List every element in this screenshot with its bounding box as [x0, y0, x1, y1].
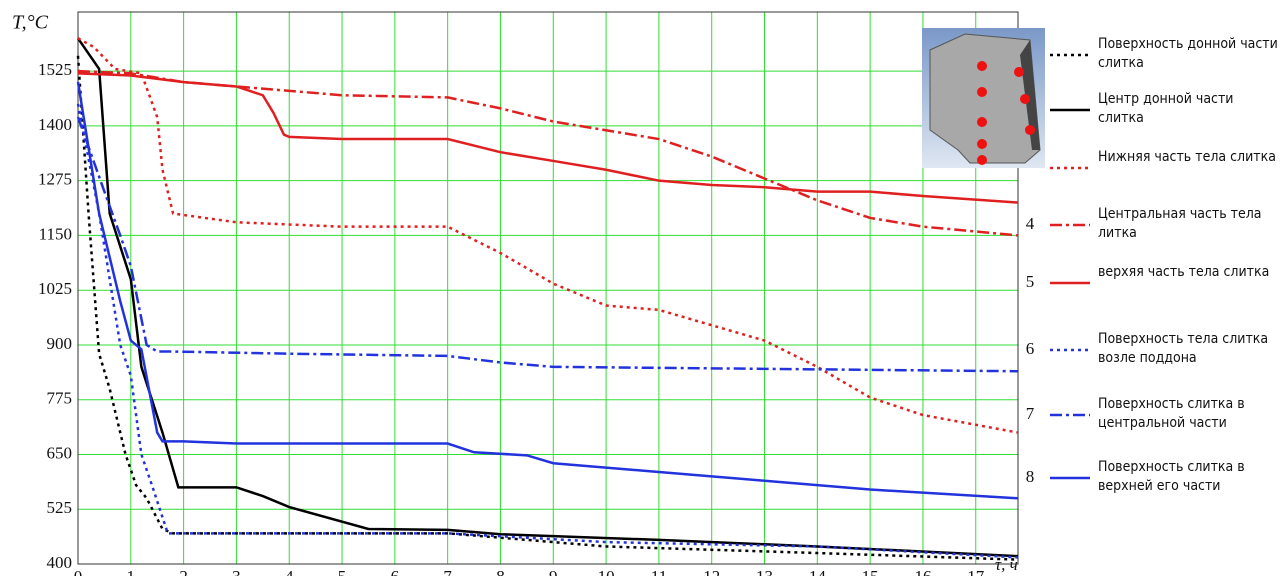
x-tick-label: 8 [496, 567, 505, 576]
x-tick-label: 5 [338, 567, 347, 576]
y-tick-label: 525 [47, 498, 73, 517]
y-tick-label: 900 [47, 334, 73, 353]
y-axis-label: T,°C [12, 12, 49, 34]
y-tick-label: 1400 [38, 115, 72, 134]
x-tick-label: 6 [391, 567, 400, 576]
inset [922, 28, 1045, 168]
series-line [78, 56, 1018, 560]
series-line [78, 38, 1018, 556]
legend-number: 7 [1026, 404, 1035, 423]
x-tick-label: 17 [967, 567, 985, 576]
y-tick-label: 1025 [38, 279, 72, 298]
x-tick-label: 14 [809, 567, 827, 576]
x-tick-label: 9 [549, 567, 558, 576]
x-tick-label: 11 [651, 567, 667, 576]
x-tick-label: 13 [756, 567, 773, 576]
series-line [78, 71, 1018, 235]
x-tick-label: 1 [127, 567, 136, 576]
series-line [78, 73, 1018, 202]
legend-label: Поверхность слитка в верхней его части [1098, 458, 1280, 496]
x-tick-label: 12 [703, 567, 720, 576]
x-tick-label: 10 [598, 567, 615, 576]
x-tick-label: 3 [232, 567, 241, 576]
x-tick-label: 7 [443, 567, 452, 576]
y-tick-label: 1150 [39, 224, 72, 243]
x-tick-label: 16 [914, 567, 931, 576]
page: T,°C τ, ч 400525650775900102511501275140… [0, 0, 1284, 576]
y-tick-label: 650 [47, 443, 73, 462]
legend-label: Поверхность слитка в центральной части [1098, 395, 1280, 433]
chart: T,°C τ, ч 400525650775900102511501275140… [0, 0, 1284, 576]
legend-label: Центральная часть тела литка [1098, 205, 1280, 243]
legend-label: Центр донной части слитка [1098, 90, 1280, 128]
x-tick-label: 15 [862, 567, 879, 576]
legend-number: 8 [1026, 467, 1035, 486]
y-tick-label: 775 [47, 389, 73, 408]
x-tick-label: 0 [74, 567, 83, 576]
plot-frame [78, 12, 1018, 564]
y-tick-label: 1275 [38, 170, 72, 189]
legend-label: верхяя часть тела слитка [1098, 263, 1280, 282]
legend-label: Нижняя часть тела слитка [1098, 148, 1280, 167]
series-line [78, 117, 1018, 371]
x-tick-label: 4 [285, 567, 294, 576]
legend-label: Поверхность донной части слитка [1098, 35, 1280, 73]
y-tick-label: 400 [47, 553, 73, 572]
legend-label: Поверхность тела слитка возле поддона [1098, 330, 1280, 368]
y-tick-label: 1525 [38, 60, 72, 79]
legend-number: 5 [1026, 272, 1035, 291]
x-tick-label: 2 [179, 567, 188, 576]
legend-number: 6 [1026, 339, 1035, 358]
legend-number: 4 [1026, 214, 1035, 233]
